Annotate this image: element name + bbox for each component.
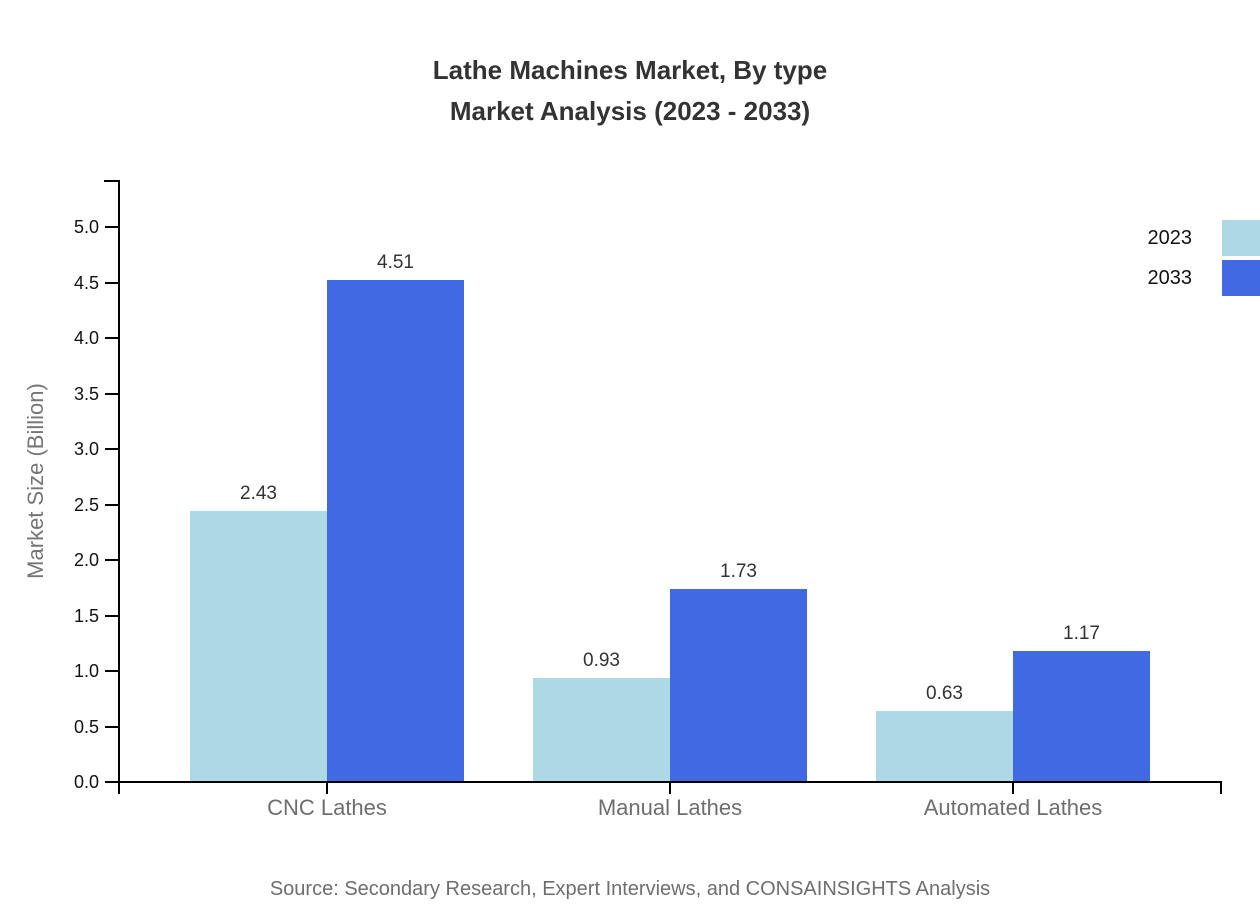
- bar-value-label: 1.73: [720, 561, 757, 582]
- x-axis-end-cap: [1220, 781, 1222, 794]
- bar-value-label: 2.43: [240, 483, 277, 504]
- y-tick-label: 3.5: [73, 383, 99, 404]
- y-tick: [105, 503, 118, 506]
- bar-2033-manual-lathes: [670, 589, 807, 781]
- y-tick: [105, 448, 118, 450]
- x-tick: [326, 783, 328, 794]
- x-axis: [118, 781, 1222, 783]
- y-tick-label: 0.5: [73, 716, 99, 737]
- y-tick: [105, 392, 118, 395]
- y-tick-label: 1.5: [73, 605, 99, 626]
- y-tick: [105, 725, 118, 728]
- y-tick: [105, 226, 118, 228]
- y-tick-label: 3.0: [73, 439, 99, 459]
- y-tick: [105, 559, 118, 561]
- y-tick: [105, 337, 118, 339]
- bar-2023-cnc-lathes: [190, 511, 327, 781]
- bar-value-label: 0.93: [583, 650, 620, 671]
- bar-2023-manual-lathes: [533, 678, 670, 781]
- category-label: CNC Lathes: [267, 795, 387, 820]
- x-tick: [669, 783, 671, 794]
- chart-title-line1: Lathe Machines Market, By type: [432, 55, 828, 85]
- category-label: Automated Lathes: [923, 795, 1103, 820]
- bar-2033-cnc-lathes: [327, 280, 464, 781]
- y-tick: [105, 670, 118, 672]
- category-label: Manual Lathes: [597, 795, 743, 820]
- y-tick-label: 2.5: [73, 494, 99, 515]
- y-tick-label: 0.0: [73, 772, 99, 792]
- bar-value-label: 1.17: [1063, 623, 1100, 644]
- bar-2033-automated-lathes: [1013, 651, 1150, 781]
- y-tick: [105, 781, 118, 783]
- y-tick: [105, 614, 118, 617]
- y-tick-label: 2.0: [73, 550, 99, 570]
- bar-2023-automated-lathes: [876, 711, 1013, 781]
- x-tick: [1012, 783, 1014, 794]
- bar-value-label: 0.63: [926, 683, 963, 704]
- y-tick-label: 5.0: [73, 217, 99, 237]
- source-note: Source: Secondary Research, Expert Inter…: [269, 878, 991, 900]
- y-axis-end-cap: [104, 180, 118, 182]
- y-axis: [118, 180, 120, 794]
- bar-value-label: 4.51: [377, 252, 414, 273]
- y-tick-label: 4.5: [73, 272, 99, 293]
- y-tick-label: 1.0: [73, 661, 99, 681]
- chart-title-line2: Market Analysis (2023 - 2033): [449, 96, 811, 126]
- y-tick-label: 4.0: [73, 328, 99, 348]
- chart-title: Lathe Machines Market, By type Market An…: [0, 50, 1260, 132]
- y-tick: [105, 281, 118, 284]
